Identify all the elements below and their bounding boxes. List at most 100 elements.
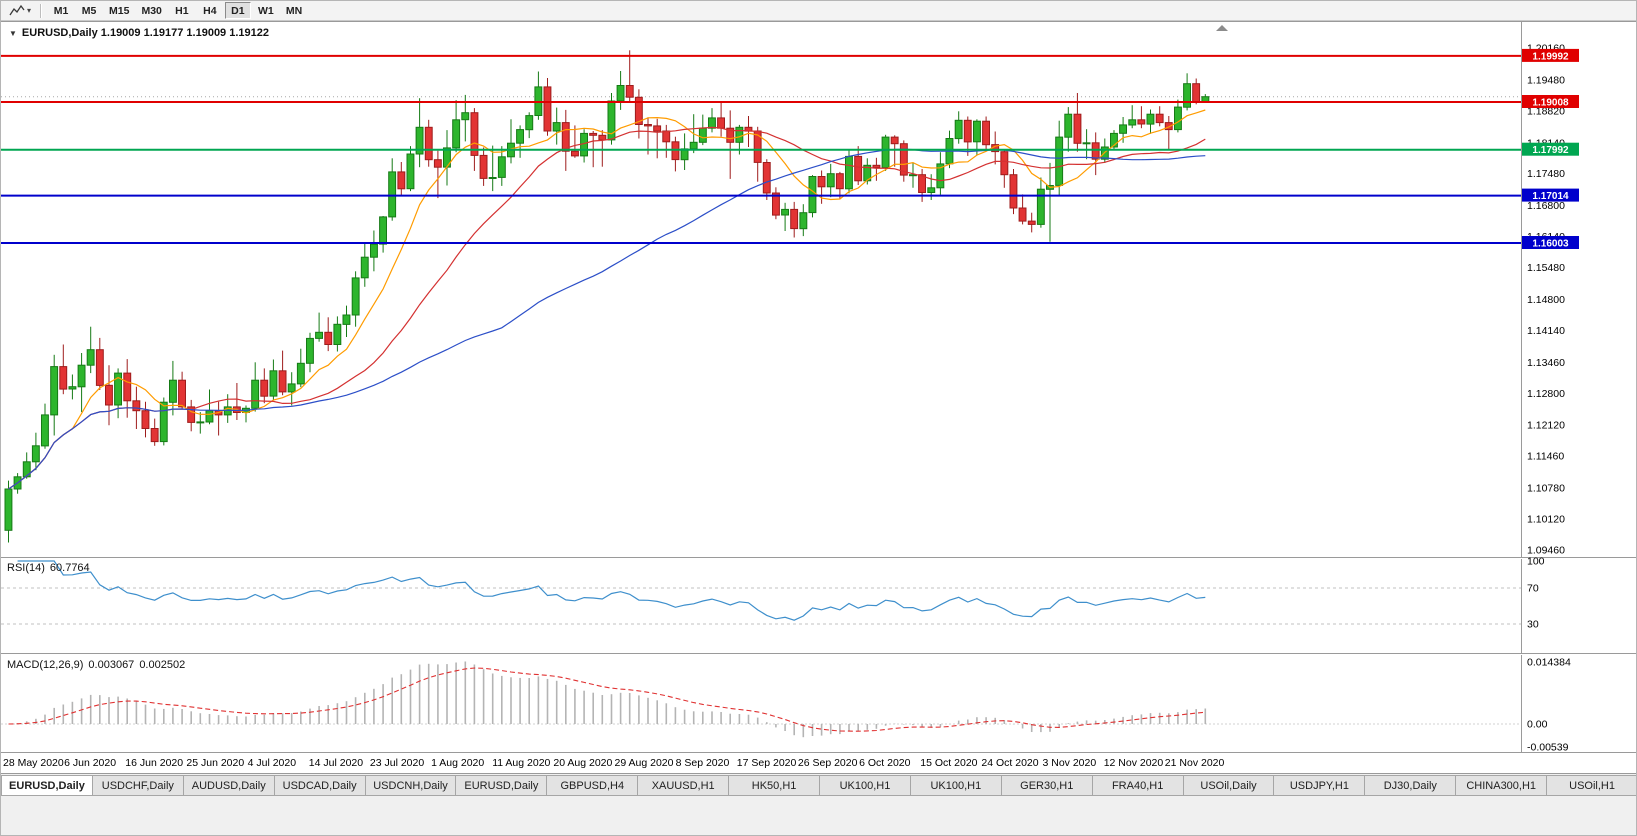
chart-tab-fra40-h1[interactable]: FRA40,H1 [1091, 775, 1183, 796]
macd-axis-label: 0.00 [1527, 719, 1548, 731]
date-axis-label: 14 Jul 2020 [309, 757, 363, 769]
chart-tab-usoil-h1[interactable]: USOil,H1 [1546, 775, 1636, 796]
macd-main-value: 0.003067 [88, 659, 135, 671]
chart-tab-usdjpy-h1[interactable]: USDJPY,H1 [1273, 775, 1365, 796]
price-axis-label: 1.09460 [1527, 545, 1565, 557]
price-tag: 1.16003 [1522, 236, 1579, 250]
date-axis-label: 12 Nov 2020 [1104, 757, 1164, 769]
rsi-axis-label: 100 [1527, 556, 1545, 568]
macd-name: MACD(12,26,9) [7, 659, 84, 671]
price-axis-label: 1.18820 [1527, 105, 1565, 117]
chart-tab-usoil-daily[interactable]: USOil,Daily [1182, 775, 1274, 796]
date-axis-label: 21 Nov 2020 [1165, 757, 1225, 769]
chart-tab-usdcad-daily[interactable]: USDCAD,Daily [273, 775, 365, 796]
date-axis-label: 20 Aug 2020 [553, 757, 612, 769]
price-axis-label: 1.16800 [1527, 200, 1565, 212]
chart-tab-eurusd-daily[interactable]: EURUSD,Daily [455, 775, 547, 796]
price-axis-label: 1.11460 [1527, 451, 1564, 463]
date-axis-label: 8 Sep 2020 [676, 757, 730, 769]
date-axis-label: 26 Sep 2020 [798, 757, 858, 769]
price-axis-label: 1.10120 [1527, 514, 1565, 526]
chart-tab-hk50-h1[interactable]: HK50,H1 [728, 775, 820, 796]
chart-tab-usdcnh-daily[interactable]: USDCNH,Daily [364, 775, 456, 796]
chart-canvas[interactable]: 1.201601.194801.188201.181401.174801.168… [1, 1, 1637, 773]
price-tag: 1.17014 [1522, 188, 1579, 202]
date-axis-label: 3 Nov 2020 [1043, 757, 1097, 769]
rsi-value: 60.7764 [49, 562, 90, 574]
rsi-axis-label: 30 [1527, 619, 1539, 631]
chart-type-icon[interactable]: ▾ [5, 3, 35, 19]
timeframe-button-m1[interactable]: M1 [48, 2, 75, 19]
chart-tab-gbpusd-h4[interactable]: GBPUSD,H4 [546, 775, 638, 796]
timeframe-button-m15[interactable]: M15 [104, 2, 135, 19]
macd-pane: 0.014384 0.00 -0.00539 [1, 657, 1571, 754]
rsi-axis-label: 70 [1527, 583, 1539, 595]
chart-tab-china300-h1[interactable]: CHINA300,H1 [1455, 775, 1547, 796]
chart-tab-xauusd-h1[interactable]: XAUUSD,H1 [637, 775, 729, 796]
date-axis: 28 May 2020 6 Jun 2020 16 Jun 2020 25 Jun 2… [3, 757, 1225, 769]
chart-shift-marker[interactable] [1216, 25, 1228, 31]
chart-tab-eurusd-daily[interactable]: EURUSD,Daily [1, 775, 92, 796]
date-axis-label: 28 May 2020 [3, 757, 64, 769]
timeframe-buttons: M1 M5 M15 M30 H1 H4 D1 W1 MN [47, 2, 308, 19]
moving-average-21 [8, 126, 1206, 490]
svg-text:1.17014: 1.17014 [1532, 191, 1569, 202]
timeframe-button-mn[interactable]: MN [280, 2, 308, 19]
rsi-pane: 100 70 30 [1, 556, 1545, 631]
svg-text:1.19992: 1.19992 [1532, 51, 1569, 62]
timeframe-button-d1[interactable]: D1 [224, 2, 251, 19]
chart-background [1, 22, 1636, 773]
chart-tab-dj30-daily[interactable]: DJ30,Daily [1364, 775, 1456, 796]
macd-signal-value: 0.002502 [139, 659, 186, 671]
date-axis-label: 4 Jul 2020 [248, 757, 297, 769]
date-axis-label: 16 Jun 2020 [125, 757, 183, 769]
macd-axis-label: -0.00539 [1527, 742, 1569, 754]
price-axis-label: 1.12800 [1527, 388, 1565, 400]
macd-signal-line [8, 667, 1206, 732]
price-axis-label: 1.19480 [1527, 74, 1565, 86]
svg-text:1.19008: 1.19008 [1532, 98, 1569, 109]
timeframe-button-h4[interactable]: H4 [196, 2, 223, 19]
svg-text:1.17992: 1.17992 [1532, 145, 1569, 156]
rsi-name: RSI(14) [7, 562, 45, 574]
price-axis-label: 1.13460 [1527, 357, 1565, 369]
date-axis-label: 15 Oct 2020 [920, 757, 977, 769]
date-axis-label: 6 Jun 2020 [64, 757, 116, 769]
chart-tab-audusd-daily[interactable]: AUDUSD,Daily [182, 775, 274, 796]
price-axis-label: 1.14800 [1527, 294, 1565, 306]
chart-tabs-bar: EURUSD,Daily USDCHF,Daily AUDUSD,Daily USDC… [1, 773, 1636, 835]
timeframe-button-m30[interactable]: M30 [136, 2, 167, 19]
macd-axis-label: 0.014384 [1527, 657, 1571, 669]
date-axis-label: 24 Oct 2020 [981, 757, 1038, 769]
toolbar: ▾ M1 M5 M15 M30 H1 H4 D1 W1 MN [1, 1, 1636, 21]
macd-indicator-label: MACD(12,26,9) 0.003067 0.002502 [7, 659, 190, 671]
svg-text:1.16003: 1.16003 [1532, 239, 1569, 250]
price-tag: 1.19008 [1522, 95, 1579, 109]
toolbar-separator [40, 3, 43, 18]
chart-title: ▼ EURUSD,Daily 1.19009 1.19177 1.19009 1.… [9, 27, 269, 39]
price-axis-label: 1.17480 [1527, 168, 1565, 180]
price-tag: 1.19992 [1522, 48, 1579, 62]
date-axis-label: 23 Jul 2020 [370, 757, 424, 769]
chart-tab-ger30-h1[interactable]: GER30,H1 [1000, 775, 1092, 796]
price-axis-label: 1.10780 [1527, 483, 1565, 495]
date-axis-label: 6 Oct 2020 [859, 757, 911, 769]
collapse-chart-icon[interactable]: ▼ [9, 29, 17, 38]
timeframe-button-w1[interactable]: W1 [252, 2, 279, 19]
date-axis-label: 1 Aug 2020 [431, 757, 484, 769]
chart-tab-usdchf-daily[interactable]: USDCHF,Daily [91, 775, 183, 796]
zigzag-chart-icon [9, 4, 25, 15]
price-axis-label: 1.14140 [1527, 325, 1565, 337]
rsi-line [17, 560, 1206, 621]
timeframe-button-h1[interactable]: H1 [168, 2, 195, 19]
timeframe-button-m5[interactable]: M5 [76, 2, 103, 19]
chevron-down-icon[interactable]: ▾ [27, 5, 32, 15]
chart-tab-uk100-h1[interactable]: UK100,H1 [819, 775, 910, 796]
rsi-indicator-label: RSI(14) 60.7764 [7, 562, 95, 574]
chart-title-text: EURUSD,Daily 1.19009 1.19177 1.19009 1.1… [21, 27, 269, 39]
date-axis-label: 17 Sep 2020 [737, 757, 797, 769]
price-axis-label: 1.12120 [1527, 420, 1565, 432]
chart-tab-uk100-h1[interactable]: UK100,H1 [909, 775, 1001, 796]
price-axis-label: 1.15480 [1527, 262, 1565, 274]
